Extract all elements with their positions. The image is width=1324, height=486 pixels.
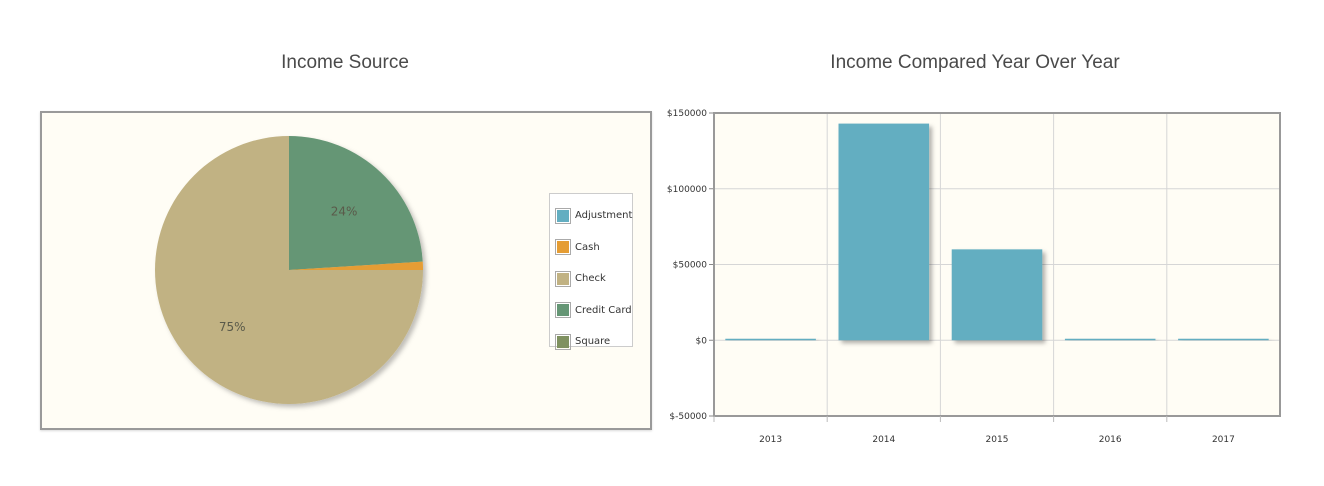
bar-2014[interactable] [838, 123, 930, 341]
legend-swatch [555, 207, 571, 224]
legend-item[interactable]: Credit Card [555, 295, 632, 327]
y-tick-label: $0 [696, 336, 708, 346]
legend-label: Credit Card [575, 304, 632, 316]
plot-border [713, 112, 1281, 417]
pie-legend: Adjustment Cash Check Credit Card Square [549, 193, 633, 350]
x-tick-label: 2017 [1212, 435, 1235, 445]
legend-swatch [555, 333, 571, 350]
legend-label: Square [575, 336, 611, 348]
legend-item[interactable]: Cash [555, 232, 632, 264]
bar-2015[interactable] [951, 249, 1043, 341]
pie-slice-credit-card[interactable] [289, 136, 423, 270]
pie-slice-cash[interactable] [289, 261, 423, 270]
bar-2013[interactable] [725, 338, 816, 341]
legend-item[interactable]: Check [555, 263, 632, 295]
pie-slice-label: 75% [219, 320, 246, 334]
income-year-chart: $150000 $100000 $50000 $0 $-50000 2013 2014 201… [667, 109, 1281, 445]
pie-plot: 24% 75% [155, 136, 423, 404]
x-tick-label: 2016 [1099, 435, 1122, 445]
legend-label: Check [575, 273, 606, 285]
legend-item[interactable]: Square [555, 326, 632, 358]
legend-swatch [555, 270, 571, 287]
y-tick-label: $-50000 [669, 412, 707, 422]
bar-2016[interactable] [1064, 338, 1156, 341]
y-tick-label: $50000 [673, 261, 708, 271]
pie-chart-title: Income Source [281, 52, 409, 73]
income-source-chart: 24% 75% Adjustment Cash Check Credit Card Squ… [40, 111, 652, 430]
bar-2017[interactable] [1178, 338, 1269, 341]
x-tick-label: 2013 [759, 435, 782, 445]
legend-swatch [555, 239, 571, 256]
pie-slice-check[interactable] [155, 136, 423, 404]
legend-swatch [555, 302, 571, 319]
x-tick-label: 2015 [986, 435, 1009, 445]
x-tick-label: 2014 [872, 435, 895, 445]
y-tick-label: $150000 [667, 109, 707, 119]
legend-label: Cash [575, 241, 600, 253]
bar-chart-title: Income Compared Year Over Year [830, 52, 1120, 73]
y-tick-label: $100000 [667, 185, 707, 195]
pie-slice-label: 24% [331, 204, 358, 218]
legend-item[interactable]: Adjustment [555, 200, 632, 232]
legend-label: Adjustment [575, 210, 633, 222]
